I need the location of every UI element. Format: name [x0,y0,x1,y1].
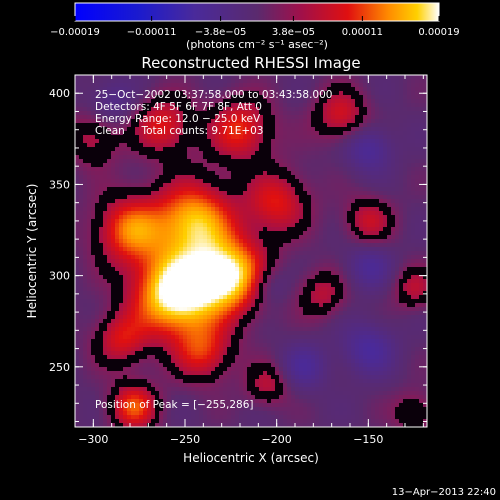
colorbar [74,2,440,22]
annotation-time-range: 25−Oct−2002 03:37:58.000 to 03:43:58.000 [95,89,332,101]
colorbar-tick-label: −0.00019 [50,27,100,38]
colorbar-tick-label: 0.00011 [342,27,383,38]
y-tick-label: 250 [49,361,70,374]
annotation-clean-counts: Clean Total counts: 9.71E+03 [95,125,264,137]
y-tick-label: 400 [49,87,70,100]
y-tick-label: 350 [49,178,70,191]
heatmap-image [75,75,427,427]
y-axis-ticks: 250 300 350 400 [49,74,427,423]
x-tick-label: −200 [262,433,292,446]
x-axis-label: Heliocentric X (arcsec) [183,451,319,465]
plot-frame [74,74,428,428]
colorbar-tick-label: −3.8e−05 [195,27,247,38]
colorbar-tick-label: 3.8e−05 [272,27,315,38]
x-axis-ticks: −300 −250 −200 −150 [74,75,424,446]
colorbar-tick-label: −0.00011 [127,27,177,38]
chart-title: Reconstructed RHESSI Image [141,54,360,72]
colorbar-unit-label: (photons cm⁻² s⁻¹ asec⁻²) [186,38,328,51]
y-axis-label: Heliocentric Y (arcsec) [25,184,39,319]
peak-position-label: Position of Peak = [−255,286] [95,399,254,411]
annotation-detectors: Detectors: 4F 5F 6F 7F 8F, Att 0 [95,101,262,113]
annotation-energy-range: Energy Range: 12.0 − 25.0 keV [95,113,261,125]
footer-timestamp: 13−Apr−2013 22:40 [392,487,496,498]
colorbar-ticks: −0.00019 −0.00011 −3.8e−05 3.8e−05 0.00011 0.… [50,16,460,38]
colorbar-tick-label: 0.00019 [418,27,459,38]
x-tick-label: −250 [170,433,200,446]
x-tick-label: −300 [78,433,108,446]
x-tick-label: −150 [353,433,383,446]
y-tick-label: 300 [49,270,70,283]
